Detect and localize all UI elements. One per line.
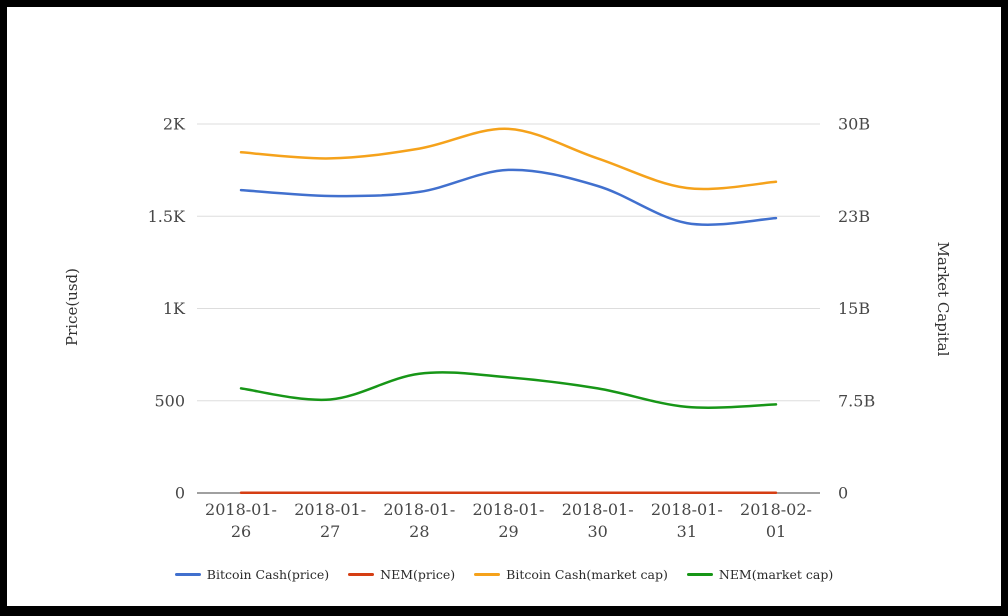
series-line-nem-market-cap- bbox=[239, 371, 778, 409]
x-axis-label: 2018-02-01 bbox=[740, 500, 812, 541]
chart-frame: 0 500 1K 1.5K 2K 0 7.5B 15B 23B 30B 2018-01-26 20… bbox=[7, 7, 1001, 606]
left-tick-label: 500 bbox=[154, 391, 185, 410]
right-tick-label: 7.5B bbox=[838, 391, 875, 410]
legend-label: Bitcoin Cash(price) bbox=[206, 567, 330, 582]
right-axis-title: Market Capital bbox=[934, 242, 952, 357]
right-tick-label: 30B bbox=[838, 115, 870, 134]
legend-item-bitcoin-cash-price-[interactable]: Bitcoin Cash(price) bbox=[174, 567, 330, 582]
legend-item-bitcoin-cash-market-cap-[interactable]: Bitcoin Cash(market cap) bbox=[474, 567, 668, 582]
legend-item-nem-price-[interactable]: NEM(price) bbox=[348, 567, 455, 582]
right-axis-tick-labels: 0 7.5B 15B 23B 30B bbox=[838, 115, 875, 503]
legend-line-swatch bbox=[474, 573, 501, 576]
x-axis-label: 2018-01-28 bbox=[383, 500, 455, 541]
legend-item-nem-market-cap-[interactable]: NEM(market cap) bbox=[686, 567, 834, 582]
x-axis-label: 2018-01-26 bbox=[205, 500, 277, 541]
x-axis-label: 2018-01-27 bbox=[294, 500, 366, 541]
x-axis-label: 2018-01-31 bbox=[651, 500, 723, 541]
left-axis-title: Price(usd) bbox=[63, 268, 81, 346]
left-tick-label: 0 bbox=[175, 484, 185, 503]
x-axis-labels: 2018-01-26 2018-01-27 2018-01-28 2018-01-29… bbox=[205, 500, 812, 541]
right-tick-label: 0 bbox=[838, 484, 848, 503]
left-axis-tick-labels: 0 500 1K 1.5K 2K bbox=[148, 115, 186, 503]
gridlines bbox=[197, 123, 820, 402]
chart-legend: Bitcoin Cash(price) NEM(price) Bitcoin Cas… bbox=[7, 567, 1001, 582]
legend-label: NEM(price) bbox=[380, 567, 456, 582]
x-axis-label: 2018-01-29 bbox=[473, 500, 545, 541]
legend-label: NEM(market cap) bbox=[718, 567, 834, 582]
series-line-bitcoin-cash-price- bbox=[239, 168, 778, 226]
left-tick-label: 2K bbox=[163, 115, 186, 134]
legend-line-swatch bbox=[348, 573, 375, 576]
right-tick-label: 15B bbox=[838, 299, 870, 318]
x-axis-label: 2018-01-30 bbox=[562, 500, 634, 541]
legend-line-swatch bbox=[686, 573, 713, 576]
right-tick-label: 23B bbox=[838, 207, 870, 226]
left-tick-label: 1.5K bbox=[148, 207, 186, 226]
legend-label: Bitcoin Cash(market cap) bbox=[506, 567, 668, 582]
series-lines bbox=[239, 127, 778, 495]
series-line-bitcoin-cash-market-cap- bbox=[239, 127, 778, 191]
left-tick-label: 1K bbox=[163, 299, 186, 318]
legend-line-swatch bbox=[174, 573, 201, 576]
